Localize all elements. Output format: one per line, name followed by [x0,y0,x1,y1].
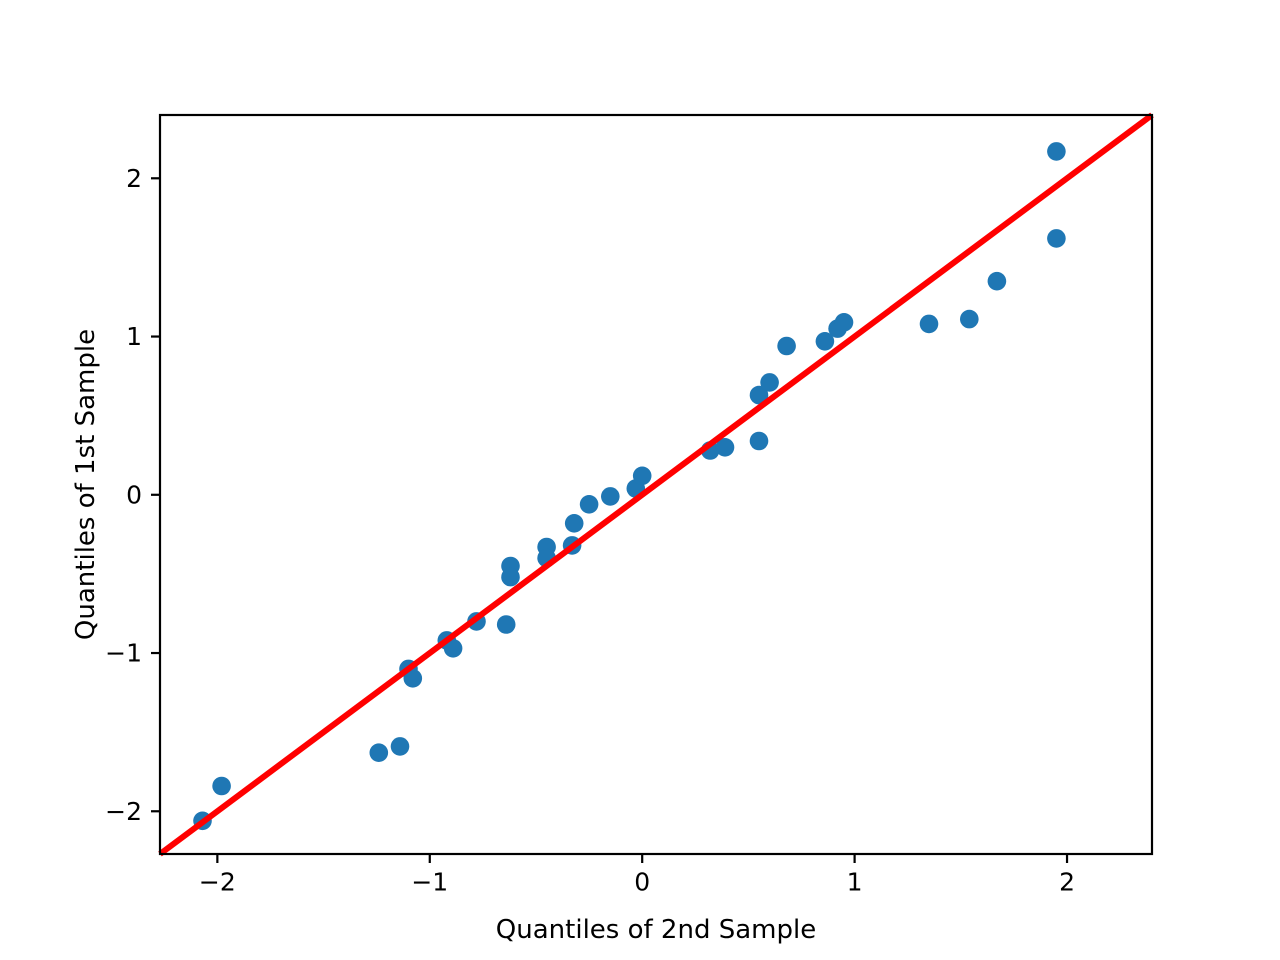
axis-ticks-layer: −2 −1 0 1 2 −2 −1 0 1 2 [105,164,1075,897]
scatter-point [632,466,652,486]
scatter-point [960,309,979,329]
reference-line-layer [158,112,1154,857]
scatter-point [496,615,516,634]
y-tick-label: 0 [126,480,142,509]
scatter-point [601,487,620,506]
scatter-point [390,737,410,756]
scatter-point [1047,142,1066,161]
x-tick-label: 2 [1059,868,1075,897]
x-axis-label: Quantiles of 2nd Sample [496,915,816,945]
scatter-point [403,669,423,688]
scatter-point [834,313,854,332]
scatter-points-layer [193,142,1066,831]
x-tick-label: −1 [411,868,448,897]
scatter-point [564,514,584,533]
scatter-point [749,385,769,405]
plot-frame [158,113,1154,856]
scatter-point [987,271,1007,291]
x-tick-label: −2 [199,868,236,897]
scatter-point [579,495,599,514]
scatter-point [1047,229,1066,248]
x-tick-label: 1 [847,868,863,897]
y-tick-label: 2 [126,164,142,193]
scatter-point [501,567,520,587]
reference-line [158,112,1154,857]
scatter-point [777,336,796,356]
scatter-point [715,438,735,457]
scatter-point [443,639,463,658]
x-tick-label: 0 [634,868,650,897]
scatter-point [760,373,779,392]
y-tick-label: 1 [126,322,142,351]
scatter-point [919,314,939,334]
y-tick-label: −2 [105,797,142,826]
scatter-point [815,332,835,351]
scatter-point [749,431,769,451]
plot-frame-layer [158,113,1154,856]
y-axis-label: Quantiles of 1st Sample [71,329,101,640]
scatter-point [212,776,231,796]
y-tick-label: −1 [105,639,142,668]
scatter-point [369,743,389,762]
